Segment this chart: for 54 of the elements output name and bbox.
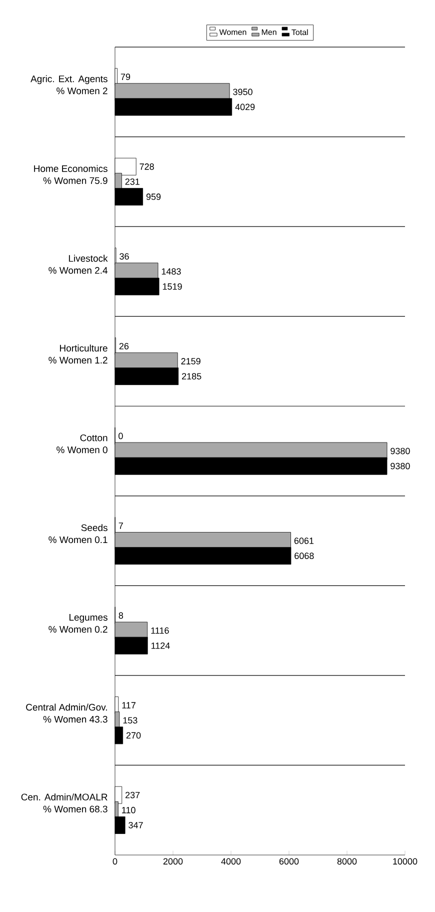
data-label: 7 [118,522,123,529]
text: % Women 2 [56,87,108,94]
y-tick-label: Seeds [81,524,108,532]
data-label: 1483 [162,268,181,275]
x-tick-label: 8000 [337,858,357,865]
data-label: 6068 [294,552,314,560]
data-label: 231 [125,178,140,185]
data-label: 8 [118,612,124,619]
legend-label: Total [292,29,308,36]
legend-label: Women [219,29,246,35]
data-label: 2185 [182,373,202,380]
data-label: 347 [128,822,143,828]
data-label: 9380 [390,448,410,454]
x-tick-label: 4000 [221,858,241,865]
y-tick-label: Home Economics [34,165,108,172]
text: % Women 68.3 [43,806,108,812]
y-tick-label: Horticulture [60,344,108,352]
data-label: 9380 [390,462,410,470]
text: % Women 0 [56,446,108,454]
data-label: 6061 [294,538,314,544]
data-label: 153 [123,717,138,724]
data-label: 270 [126,732,141,739]
text: % Women 1.2 [48,356,108,364]
x-tick-label: 6000 [279,858,299,865]
x-tick-label: 0 [112,858,118,865]
text: % Women 75.9 [43,177,108,184]
y-tick-label: Cotton [80,434,108,442]
data-label: 79 [120,74,130,80]
data-label: 3950 [233,88,252,96]
data-label: 1116 [151,627,169,634]
data-label: 1519 [162,283,182,290]
x-tick-label: 10000 [393,858,418,865]
text: % Women 0.2 [48,626,108,633]
data-label: 959 [146,194,161,200]
y-tick-label: Agric. Ext. Agents [30,75,108,84]
data-label: 36 [120,253,129,260]
legend-label: Men [262,29,276,35]
data-label: 110 [122,806,136,814]
data-label: 117 [122,702,136,708]
y-tick-label: Central Admin/Gov. [26,704,107,711]
data-label: 26 [119,342,129,350]
data-label: 4029 [235,104,255,110]
data-label: 1124 [151,642,170,649]
text: % Women 43.3 [43,716,108,723]
x-tick-label: 2000 [163,858,183,865]
data-label: 2159 [181,358,200,364]
y-tick-label: Livestock [68,254,108,262]
y-tick-label: Legumes [70,614,108,623]
data-label: 0 [118,432,123,440]
data-label: 237 [126,792,140,798]
y-tick-label: Cen. Admin/MOALR [21,793,108,800]
data-label: 728 [140,163,154,170]
text: % Women 0.1 [48,536,108,544]
text: % Women 2.4 [48,267,108,274]
